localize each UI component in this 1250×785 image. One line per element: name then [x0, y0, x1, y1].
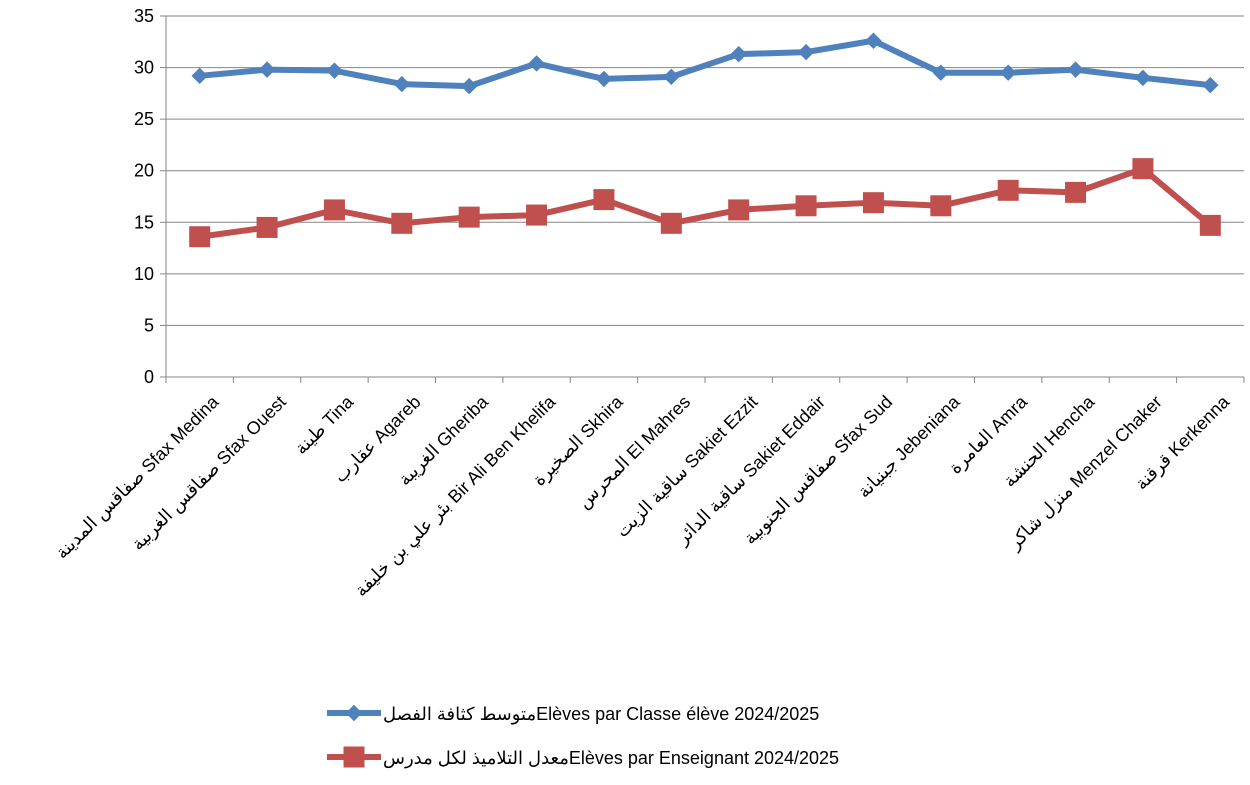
legend: متوسط كثافة الفصلElèves par Classe élève…	[327, 704, 839, 768]
legend-label: معدل التلاميذ لكل مدرسElèves par Enseign…	[383, 748, 839, 768]
data-point-diamond	[258, 61, 276, 78]
series-2	[189, 158, 1221, 248]
data-point-diamond	[999, 64, 1017, 81]
legend-label: متوسط كثافة الفصلElèves par Classe élève…	[383, 704, 819, 725]
data-point-square	[1065, 181, 1087, 203]
data-point-diamond	[730, 45, 747, 63]
y-tick-label: 0	[144, 367, 154, 387]
series-1	[191, 32, 1219, 95]
data-point-square	[795, 195, 817, 217]
data-point-square	[323, 199, 345, 221]
data-point-diamond	[865, 32, 882, 49]
data-point-square	[660, 212, 682, 234]
y-tick-label: 15	[134, 212, 154, 232]
y-tick-label: 35	[134, 6, 154, 26]
legend-item: معدل التلاميذ لكل مدرسElèves par Enseign…	[327, 746, 839, 768]
data-point-square	[391, 212, 413, 234]
data-point-diamond	[1134, 69, 1152, 87]
x-tick-label: طينة Tina	[291, 391, 358, 458]
data-point-diamond	[1202, 76, 1219, 94]
data-point-square	[1132, 158, 1154, 180]
data-point-square	[930, 195, 952, 217]
data-point-diamond	[460, 77, 478, 95]
data-point-diamond	[326, 62, 343, 79]
data-point-square	[256, 216, 278, 238]
y-tick-label: 20	[134, 161, 154, 181]
data-point-square	[526, 204, 548, 226]
y-tick-label: 5	[144, 315, 154, 335]
x-tick-label: المحرس El Mahres	[574, 392, 695, 513]
data-point-square	[997, 179, 1019, 201]
y-tick-label: 30	[134, 58, 154, 78]
data-point-diamond	[797, 43, 815, 61]
data-point-square	[593, 189, 615, 211]
data-point-square	[728, 199, 750, 221]
y-tick-label: 10	[134, 264, 154, 284]
data-point-diamond	[1067, 61, 1084, 78]
series-line	[199, 37, 1211, 90]
y-tick-label: 25	[134, 109, 154, 129]
data-point-square	[458, 206, 480, 228]
data-point-diamond	[932, 64, 950, 81]
data-point-diamond	[191, 67, 208, 85]
legend-diamond-marker	[345, 704, 363, 722]
data-point-diamond	[393, 75, 411, 93]
legend-item: متوسط كثافة الفصلElèves par Classe élève…	[327, 704, 819, 725]
data-point-square	[189, 226, 211, 248]
series-line	[199, 165, 1213, 240]
legend-square-marker	[343, 746, 365, 768]
data-point-diamond	[595, 70, 613, 88]
data-point-square	[1199, 214, 1221, 236]
data-point-diamond	[528, 55, 545, 72]
data-point-square	[862, 192, 884, 214]
series-group	[189, 32, 1221, 248]
data-point-diamond	[663, 68, 680, 86]
